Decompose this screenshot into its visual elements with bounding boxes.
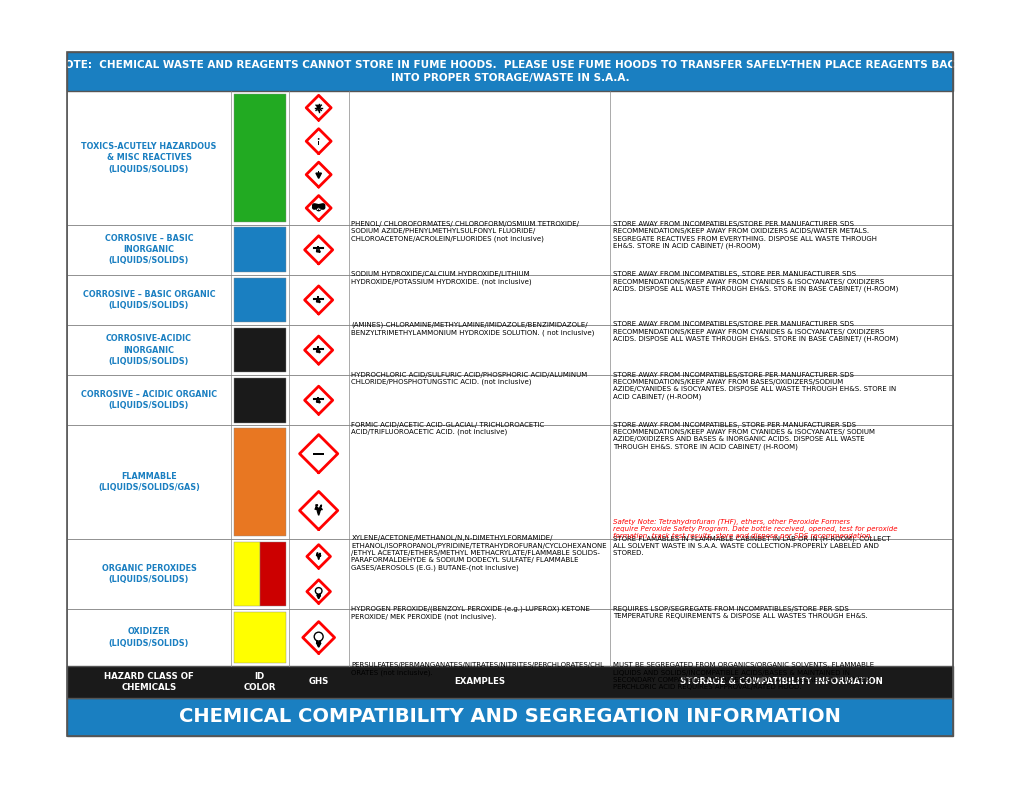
Polygon shape: [305, 386, 332, 414]
Text: STORE FLAMABLES IN FLAMMABLE CABINBET IN LAB OR IN (H-ROOM). COLLECT
ALL SOLVENT: STORE FLAMABLES IN FLAMMABLE CABINBET IN…: [612, 535, 890, 556]
Bar: [316, 296, 319, 298]
Text: REQUIRES LSOP/SEGREGATE FROM INCOMPATIBLES/STORE PER SDS
TEMPERATURE REQUIREMENT: REQUIRES LSOP/SEGREGATE FROM INCOMPATIBL…: [612, 605, 866, 619]
Text: TOXICS-ACUTELY HAZARDOUS
& MISC REACTIVES
(LIQUIDS/SOLIDS): TOXICS-ACUTELY HAZARDOUS & MISC REACTIVE…: [82, 143, 216, 173]
Circle shape: [317, 109, 320, 112]
Text: SODIUM HYDROXIDE/CALCIUM HYDROXIDE/LITHIUM
HYDROXIDE/POTASSIUM HYDROXIDE. (not i: SODIUM HYDROXIDE/CALCIUM HYDROXIDE/LITHI…: [352, 271, 532, 285]
Bar: [67, 52, 952, 91]
Polygon shape: [315, 505, 322, 515]
Bar: [67, 609, 952, 666]
Circle shape: [318, 138, 319, 139]
Bar: [233, 94, 285, 222]
Polygon shape: [307, 580, 330, 604]
Circle shape: [316, 206, 321, 211]
Circle shape: [318, 351, 320, 352]
Text: CORROSIVE-ACIDIC
INORGANIC
(LIQUIDS/SOLIDS): CORROSIVE-ACIDIC INORGANIC (LIQUIDS/SOLI…: [106, 334, 192, 366]
Circle shape: [317, 209, 318, 210]
Text: STORE AWAY FROM INCOMPATIBLES, STORE PER MANUFACTURER SDS
RECOMMENDATIONS/KEEP A: STORE AWAY FROM INCOMPATIBLES, STORE PER…: [612, 422, 874, 450]
Polygon shape: [306, 195, 331, 221]
Bar: [233, 377, 285, 422]
Polygon shape: [303, 622, 334, 653]
Text: FORMIC ACID/ACETIC ACID-GLACIAL/ TRICHLOROACETIC
ACID/TRIFLUOROACETIC ACID. (not: FORMIC ACID/ACETIC ACID-GLACIAL/ TRICHLO…: [352, 422, 544, 436]
Text: CORROSIVE – BASIC ORGANIC
(LIQUIDS/SOLIDS): CORROSIVE – BASIC ORGANIC (LIQUIDS/SOLID…: [83, 290, 215, 310]
Text: PHENOL/ CHLOROFORMATES/ CHLOROFORM/OSMIUM TETROXIDE/
SODIUM AZIDE/PHENYLMETHYLSU: PHENOL/ CHLOROFORMATES/ CHLOROFORM/OSMIU…: [352, 221, 579, 242]
Polygon shape: [317, 106, 320, 109]
Circle shape: [316, 401, 318, 403]
Text: STORE AWAY FROM INCOMPATIBLES/STORE PER MANUFACTURER SDS
RECOMMENDATIONS/KEEP AW: STORE AWAY FROM INCOMPATIBLES/STORE PER …: [612, 372, 895, 400]
Polygon shape: [317, 594, 320, 599]
Polygon shape: [307, 545, 330, 568]
Bar: [233, 277, 285, 322]
Text: ID
COLOR: ID COLOR: [244, 672, 276, 692]
Text: CHEMICAL COMPATIBILITY AND SEGREGATION INFORMATION: CHEMICAL COMPATIBILITY AND SEGREGATION I…: [179, 708, 840, 727]
Text: CORROSIVE – ACIDIC ORGANIC
(LIQUIDS/SOLIDS): CORROSIVE – ACIDIC ORGANIC (LIQUIDS/SOLI…: [81, 390, 217, 411]
Text: HYDROCHLORIC ACID/SULFURIC ACID/PHOSPHORIC ACID/ALUMINUM
CHLORIDE/PHOSPHOTUNGSTI: HYDROCHLORIC ACID/SULFURIC ACID/PHOSPHOR…: [352, 372, 587, 385]
Text: CORROSIVE – BASIC
INORGANIC
(LIQUIDS/SOLIDS): CORROSIVE – BASIC INORGANIC (LIQUIDS/SOL…: [105, 234, 194, 266]
Bar: [67, 225, 952, 275]
Bar: [316, 246, 319, 248]
Text: HAZARD CLASS OF
CHEMICALS: HAZARD CLASS OF CHEMICALS: [104, 672, 194, 692]
Circle shape: [318, 401, 320, 403]
Circle shape: [316, 301, 318, 302]
Bar: [316, 396, 319, 398]
Bar: [67, 275, 952, 325]
Text: STORE AWAY FROM INCOMPATIBLES/STORE PER MANUFACTURER SDS
RECOMMENDATIONS/KEEP AW: STORE AWAY FROM INCOMPATIBLES/STORE PER …: [612, 322, 898, 343]
Bar: [67, 91, 952, 225]
Bar: [316, 347, 319, 348]
Bar: [67, 426, 952, 539]
Bar: [233, 428, 285, 537]
Polygon shape: [300, 492, 337, 530]
Circle shape: [318, 208, 319, 209]
Bar: [318, 140, 319, 145]
Text: STORE AWAY FROM INCOMPATIBLES, STORE PER MANUFACTURER SDS
RECOMMENDATIONS/KEEP A: STORE AWAY FROM INCOMPATIBLES, STORE PER…: [612, 271, 898, 292]
Polygon shape: [306, 95, 331, 121]
Polygon shape: [305, 236, 332, 264]
Text: (AMINES)-CHLORAMINE/METHYLAMINE/IMIDAZOLE/BENZIMIDAZOLE/
BENZYLTRIMETHYLAMMONIUM: (AMINES)-CHLORAMINE/METHYLAMINE/IMIDAZOL…: [352, 322, 594, 336]
Circle shape: [318, 251, 320, 252]
Circle shape: [318, 301, 320, 303]
Bar: [233, 541, 260, 607]
Polygon shape: [306, 128, 331, 154]
Text: ORGANIC PEROXIDES
(LIQUIDS/SOLIDS): ORGANIC PEROXIDES (LIQUIDS/SOLIDS): [102, 564, 197, 584]
Bar: [67, 698, 952, 736]
Polygon shape: [306, 162, 331, 187]
Text: XYLENE/ACETONE/METHANOL/N,N-DIMETHYLFORMAMIDE/
ETHANOL/ISOPROPANOL/PYRIDINE/TETR: XYLENE/ACETONE/METHANOL/N,N-DIMETHYLFORM…: [352, 535, 606, 571]
Text: STORE AWAY FROM INCOMPATIBLES/STORE PER MANUFACTURER SDS
RECOMMENDATIONS/KEEP AW: STORE AWAY FROM INCOMPATIBLES/STORE PER …: [612, 221, 876, 250]
Circle shape: [319, 209, 320, 210]
Bar: [67, 325, 952, 375]
Text: STORAGE & COMPATIBILITY INFORMATION: STORAGE & COMPATIBILITY INFORMATION: [680, 678, 882, 686]
Bar: [67, 375, 952, 426]
Text: NOTE:  CHEMICAL WASTE AND REAGENTS CANNOT STORE IN FUME HOODS.  PLEASE USE FUME : NOTE: CHEMICAL WASTE AND REAGENTS CANNOT…: [56, 60, 963, 84]
Circle shape: [316, 351, 318, 352]
Polygon shape: [305, 336, 332, 364]
Text: GHS: GHS: [308, 678, 328, 686]
Circle shape: [316, 251, 318, 252]
Bar: [233, 228, 285, 272]
Bar: [313, 452, 324, 455]
Text: PERSULFATES/PERMANGANATES/NITRATES/NITRITES/PERCHLORATES/CHL
ORATES (not inclusi: PERSULFATES/PERMANGANATES/NITRATES/NITRI…: [352, 663, 604, 676]
Text: FLAMMABLE
(LIQUIDS/SOLIDS/GAS): FLAMMABLE (LIQUIDS/SOLIDS/GAS): [98, 472, 200, 492]
Text: EXAMPLES: EXAMPLES: [453, 678, 504, 686]
Bar: [260, 541, 285, 607]
Polygon shape: [316, 641, 321, 647]
Bar: [233, 611, 285, 663]
Bar: [67, 666, 952, 698]
Polygon shape: [316, 553, 321, 559]
Text: MUST BE SEGREGATED FROM ORGANICS/ORGANIC SOLVENTS, FLAMMABLE
LIQUIDS AND SOLIDS/: MUST BE SEGREGATED FROM ORGANICS/ORGANIC…: [612, 663, 873, 690]
Polygon shape: [300, 435, 337, 473]
Bar: [233, 328, 285, 373]
Text: Safety Note: Tetrahydrofuran (THF), ethers, other Peroxide Formers
require Perox: Safety Note: Tetrahydrofuran (THF), ethe…: [612, 519, 897, 540]
Polygon shape: [305, 286, 332, 314]
Bar: [67, 539, 952, 609]
Text: OXIDIZER
(LIQUIDS/SOLIDS): OXIDIZER (LIQUIDS/SOLIDS): [109, 627, 190, 648]
Polygon shape: [316, 173, 321, 178]
Text: HYDROGEN PEROXIDE/(BENZOYL PEROXIDE (e.g.)-LUPEROX) KETONE
PEROXIDE/ MEK PEROXID: HYDROGEN PEROXIDE/(BENZOYL PEROXIDE (e.g…: [352, 605, 590, 620]
